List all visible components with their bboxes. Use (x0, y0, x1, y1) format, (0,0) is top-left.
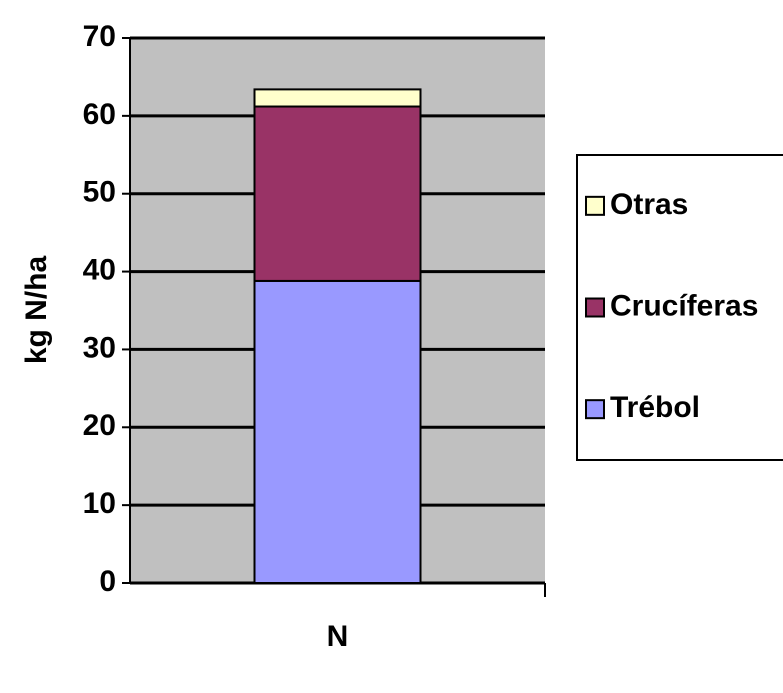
y-tick-label: 50 (83, 176, 116, 209)
legend-swatch (585, 399, 605, 420)
y-tick-label: 30 (83, 331, 116, 364)
y-tick-label: 60 (83, 98, 116, 131)
y-tick-label: 40 (83, 253, 116, 286)
legend-label: Otras (610, 188, 688, 221)
legend-label: Trébol (610, 391, 700, 424)
x-tick-label: N (327, 620, 349, 653)
y-tick-label: 10 (83, 487, 116, 520)
legend: Otras Crucíferas Trébol (576, 154, 783, 461)
legend-box (576, 154, 783, 461)
y-tick-label: 70 (83, 20, 116, 53)
y-tick-label: 0 (99, 565, 116, 598)
legend-swatch (585, 297, 605, 318)
bar-segment (253, 88, 422, 108)
y-axis-title: kg N/ha (20, 256, 53, 365)
legend-label: Crucíferas (610, 289, 758, 322)
legend-swatch (585, 195, 605, 216)
bar-segment (253, 279, 422, 584)
y-tick-label: 20 (83, 409, 116, 442)
bar-segment (253, 105, 422, 282)
